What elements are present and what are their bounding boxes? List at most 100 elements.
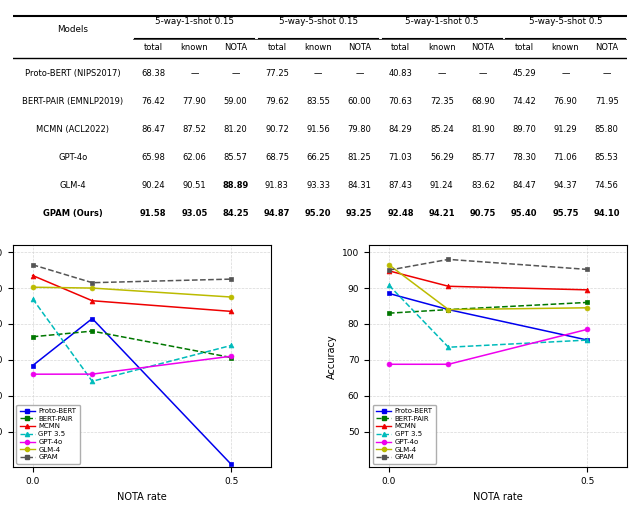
Text: 77.90: 77.90	[182, 97, 206, 106]
X-axis label: NOTA rate: NOTA rate	[473, 492, 523, 501]
Text: 79.62: 79.62	[265, 97, 289, 106]
Text: NOTA: NOTA	[348, 43, 371, 52]
Text: 70.63: 70.63	[388, 97, 413, 106]
Text: 95.40: 95.40	[511, 209, 538, 218]
Text: 71.95: 71.95	[595, 97, 619, 106]
Text: total: total	[143, 43, 163, 52]
Text: total: total	[268, 43, 287, 52]
Text: 91.56: 91.56	[307, 125, 330, 134]
Text: —: —	[438, 69, 446, 78]
Text: 62.06: 62.06	[182, 153, 206, 162]
Text: 5-way-5-shot 0.5: 5-way-5-shot 0.5	[529, 17, 602, 26]
Text: —: —	[190, 69, 198, 78]
Text: 90.51: 90.51	[182, 181, 206, 190]
Text: 79.80: 79.80	[348, 125, 371, 134]
Text: 90.75: 90.75	[470, 209, 496, 218]
Text: 87.43: 87.43	[388, 181, 413, 190]
Text: 5-way-5-shot 0.15: 5-way-5-shot 0.15	[278, 17, 358, 26]
Text: —: —	[479, 69, 487, 78]
Text: NOTA: NOTA	[224, 43, 247, 52]
Text: 90.24: 90.24	[141, 181, 165, 190]
Text: GPAM (Ours): GPAM (Ours)	[43, 209, 102, 218]
Text: 88.89: 88.89	[223, 181, 249, 190]
Text: 91.24: 91.24	[430, 181, 454, 190]
X-axis label: NOTA rate: NOTA rate	[117, 492, 167, 501]
Text: 5-way-1-shot 0.15: 5-way-1-shot 0.15	[155, 17, 234, 26]
Text: 91.58: 91.58	[140, 209, 166, 218]
Text: 91.83: 91.83	[265, 181, 289, 190]
Text: 68.38: 68.38	[141, 69, 165, 78]
Text: GLM-4: GLM-4	[60, 181, 86, 190]
Text: 65.98: 65.98	[141, 153, 165, 162]
Text: 76.90: 76.90	[554, 97, 577, 106]
Text: 81.20: 81.20	[224, 125, 248, 134]
Text: 92.48: 92.48	[387, 209, 414, 218]
Text: NOTA: NOTA	[595, 43, 618, 52]
Text: 71.06: 71.06	[554, 153, 577, 162]
Text: Models: Models	[57, 25, 88, 34]
Text: 84.31: 84.31	[348, 181, 371, 190]
Text: 66.25: 66.25	[306, 153, 330, 162]
Text: 93.33: 93.33	[306, 181, 330, 190]
Text: 85.80: 85.80	[595, 125, 619, 134]
Text: —: —	[232, 69, 240, 78]
Text: total: total	[391, 43, 410, 52]
Text: —: —	[602, 69, 611, 78]
Text: 95.75: 95.75	[552, 209, 579, 218]
Text: 78.30: 78.30	[512, 153, 536, 162]
Text: 85.77: 85.77	[471, 153, 495, 162]
Text: 74.42: 74.42	[513, 97, 536, 106]
Text: 94.21: 94.21	[429, 209, 455, 218]
Text: 86.47: 86.47	[141, 125, 165, 134]
Text: GPT-4o: GPT-4o	[58, 153, 87, 162]
Text: 81.90: 81.90	[471, 125, 495, 134]
Text: 94.87: 94.87	[264, 209, 290, 218]
Text: 94.37: 94.37	[554, 181, 577, 190]
Text: 76.42: 76.42	[141, 97, 165, 106]
Text: Proto-BERT (NIPS2017): Proto-BERT (NIPS2017)	[25, 69, 120, 78]
Text: 5-way-1-shot 0.5: 5-way-1-shot 0.5	[405, 17, 479, 26]
Text: known: known	[304, 43, 332, 52]
Text: 77.25: 77.25	[265, 69, 289, 78]
Text: BERT-PAIR (EMNLP2019): BERT-PAIR (EMNLP2019)	[22, 97, 124, 106]
Text: 45.29: 45.29	[513, 69, 536, 78]
Legend: Proto-BERT, BERT-PAIR, MCMN, GPT 3.5, GPT-4o, GLM-4, GPAM: Proto-BERT, BERT-PAIR, MCMN, GPT 3.5, GP…	[372, 404, 436, 464]
Text: 84.29: 84.29	[388, 125, 412, 134]
Text: 93.25: 93.25	[346, 209, 372, 218]
Text: known: known	[428, 43, 456, 52]
Text: —: —	[355, 69, 364, 78]
Text: 68.75: 68.75	[265, 153, 289, 162]
Legend: Proto-BERT, BERT-PAIR, MCMN, GPT 3.5, GPT-4o, GLM-4, GPAM: Proto-BERT, BERT-PAIR, MCMN, GPT 3.5, GP…	[16, 404, 80, 464]
Text: NOTA: NOTA	[472, 43, 495, 52]
Text: MCMN (ACL2022): MCMN (ACL2022)	[36, 125, 109, 134]
Text: 85.57: 85.57	[224, 153, 248, 162]
Text: 84.25: 84.25	[222, 209, 249, 218]
Text: —: —	[561, 69, 570, 78]
Text: 74.56: 74.56	[595, 181, 619, 190]
Text: 93.05: 93.05	[181, 209, 207, 218]
Text: 85.53: 85.53	[595, 153, 619, 162]
Text: 60.00: 60.00	[348, 97, 371, 106]
Text: 94.10: 94.10	[593, 209, 620, 218]
Text: 40.83: 40.83	[388, 69, 413, 78]
Text: 83.62: 83.62	[471, 181, 495, 190]
Text: 95.20: 95.20	[305, 209, 332, 218]
Text: 72.35: 72.35	[430, 97, 454, 106]
Text: 85.24: 85.24	[430, 125, 454, 134]
Text: known: known	[552, 43, 579, 52]
Text: 90.72: 90.72	[265, 125, 289, 134]
Text: 89.70: 89.70	[512, 125, 536, 134]
Text: 71.03: 71.03	[388, 153, 413, 162]
Text: known: known	[180, 43, 208, 52]
Text: 91.29: 91.29	[554, 125, 577, 134]
Text: 59.00: 59.00	[224, 97, 248, 106]
Text: 83.55: 83.55	[306, 97, 330, 106]
Text: 81.25: 81.25	[348, 153, 371, 162]
Text: —: —	[314, 69, 323, 78]
Text: 87.52: 87.52	[182, 125, 206, 134]
Y-axis label: Accuracy: Accuracy	[326, 334, 337, 378]
Text: total: total	[515, 43, 534, 52]
Text: 56.29: 56.29	[430, 153, 454, 162]
Text: 84.47: 84.47	[512, 181, 536, 190]
Text: 68.90: 68.90	[471, 97, 495, 106]
